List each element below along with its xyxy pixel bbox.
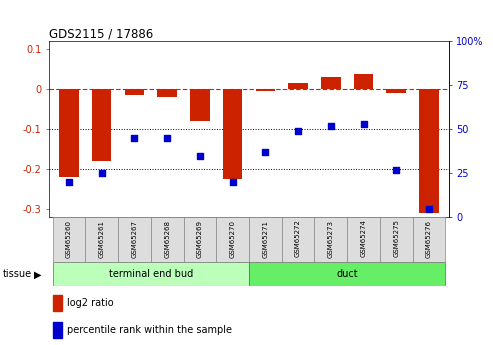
Bar — [157, 89, 177, 97]
Bar — [59, 89, 79, 177]
Bar — [53, 217, 85, 262]
Text: GSM65272: GSM65272 — [295, 220, 301, 257]
Point — [163, 135, 171, 141]
Point — [65, 179, 73, 185]
Bar — [321, 77, 341, 89]
Bar — [353, 74, 373, 89]
Bar — [249, 217, 282, 262]
Text: terminal end bud: terminal end bud — [108, 269, 193, 279]
Point — [196, 153, 204, 158]
Bar — [315, 217, 347, 262]
Bar — [288, 83, 308, 89]
Bar — [53, 322, 62, 338]
Text: GSM65271: GSM65271 — [262, 220, 268, 258]
Bar — [347, 217, 380, 262]
Text: GSM65270: GSM65270 — [230, 220, 236, 258]
Bar — [125, 89, 144, 95]
Point — [131, 135, 139, 141]
Bar — [118, 217, 151, 262]
Point — [98, 171, 106, 176]
Point — [294, 128, 302, 134]
Text: percentile rank within the sample: percentile rank within the sample — [67, 325, 232, 335]
Text: GSM65275: GSM65275 — [393, 220, 399, 257]
Text: log2 ratio: log2 ratio — [67, 298, 114, 308]
Point — [229, 179, 237, 185]
Bar — [53, 262, 249, 286]
Text: GSM65261: GSM65261 — [99, 220, 105, 258]
Bar — [413, 217, 445, 262]
Point — [359, 121, 367, 127]
Bar — [151, 217, 183, 262]
Bar — [387, 89, 406, 93]
Bar — [183, 217, 216, 262]
Bar — [223, 89, 243, 179]
Bar — [380, 217, 413, 262]
Bar — [53, 295, 62, 311]
Bar — [92, 89, 111, 161]
Text: GSM65267: GSM65267 — [132, 220, 138, 258]
Text: GSM65260: GSM65260 — [66, 220, 72, 258]
Point — [392, 167, 400, 172]
Bar — [249, 262, 445, 286]
Point — [327, 123, 335, 129]
Point — [425, 206, 433, 211]
Bar — [190, 89, 210, 121]
Bar — [216, 217, 249, 262]
Text: duct: duct — [336, 269, 358, 279]
Bar — [419, 89, 439, 213]
Text: GSM65268: GSM65268 — [164, 220, 170, 258]
Text: GSM65273: GSM65273 — [328, 220, 334, 258]
Text: GSM65269: GSM65269 — [197, 220, 203, 258]
Point — [261, 149, 269, 155]
Text: GDS2115 / 17886: GDS2115 / 17886 — [49, 27, 153, 40]
Bar — [85, 217, 118, 262]
Bar — [282, 217, 315, 262]
Text: tissue: tissue — [2, 269, 32, 279]
Text: GSM65276: GSM65276 — [426, 220, 432, 258]
Text: GSM65274: GSM65274 — [360, 220, 366, 257]
Bar — [255, 89, 275, 91]
Text: ▶: ▶ — [34, 269, 41, 279]
